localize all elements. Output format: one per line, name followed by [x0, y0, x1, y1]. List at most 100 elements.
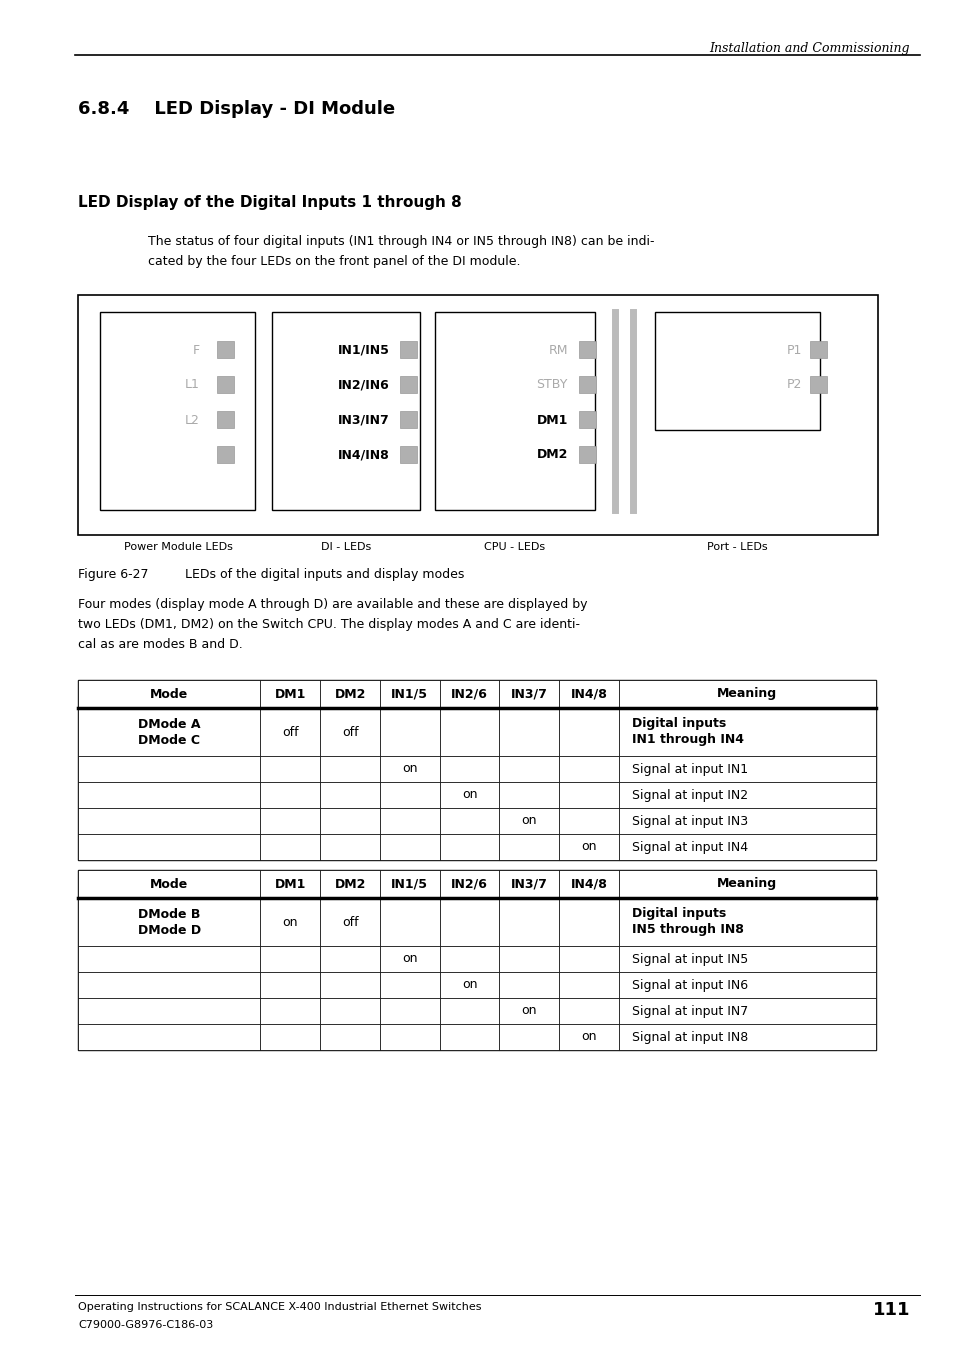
- Text: DM1: DM1: [536, 413, 567, 427]
- Bar: [498, 946, 558, 971]
- Bar: [498, 870, 558, 898]
- Text: cal as are modes B and D.: cal as are modes B and D.: [78, 638, 242, 651]
- Text: IN2/6: IN2/6: [451, 688, 488, 701]
- Text: two LEDs (DM1, DM2) on the Switch CPU. The display modes A and C are identi-: two LEDs (DM1, DM2) on the Switch CPU. T…: [78, 617, 579, 631]
- Bar: [100, 312, 254, 509]
- Bar: [399, 411, 416, 428]
- Bar: [558, 757, 618, 782]
- Text: 111: 111: [872, 1301, 909, 1319]
- Bar: [260, 998, 320, 1024]
- Bar: [379, 808, 439, 834]
- Text: IN3/7: IN3/7: [510, 878, 547, 890]
- Bar: [578, 340, 596, 358]
- Text: C79000-G8976-C186-03: C79000-G8976-C186-03: [78, 1320, 213, 1329]
- Text: on: on: [521, 815, 537, 828]
- Bar: [558, 782, 618, 808]
- Text: LEDs of the digital inputs and display modes: LEDs of the digital inputs and display m…: [185, 567, 464, 581]
- Bar: [439, 757, 498, 782]
- Text: Digital inputs
IN5 through IN8: Digital inputs IN5 through IN8: [631, 908, 742, 936]
- Text: IN4/IN8: IN4/IN8: [338, 449, 390, 462]
- Text: cated by the four LEDs on the front panel of the DI module.: cated by the four LEDs on the front pane…: [148, 255, 520, 267]
- Text: Figure 6-27: Figure 6-27: [78, 567, 149, 581]
- Bar: [618, 834, 875, 861]
- Text: Power Module LEDs: Power Module LEDs: [124, 542, 233, 553]
- Text: L1: L1: [185, 378, 200, 392]
- Bar: [379, 1024, 439, 1050]
- Bar: [379, 782, 439, 808]
- Text: Signal at input IN3: Signal at input IN3: [631, 815, 747, 828]
- Bar: [78, 680, 260, 708]
- Bar: [558, 898, 618, 946]
- Bar: [809, 340, 826, 358]
- Text: Installation and Commissioning: Installation and Commissioning: [709, 42, 909, 55]
- Bar: [439, 946, 498, 971]
- Bar: [558, 946, 618, 971]
- Bar: [78, 834, 260, 861]
- Bar: [78, 998, 260, 1024]
- Bar: [320, 946, 379, 971]
- Text: IN1/5: IN1/5: [391, 688, 428, 701]
- Text: Digital inputs
IN1 through IN4: Digital inputs IN1 through IN4: [631, 717, 743, 747]
- Text: Signal at input IN2: Signal at input IN2: [631, 789, 747, 801]
- Bar: [260, 782, 320, 808]
- Bar: [558, 971, 618, 998]
- Bar: [216, 376, 233, 393]
- Bar: [78, 680, 875, 861]
- Bar: [320, 971, 379, 998]
- Bar: [260, 870, 320, 898]
- Text: Signal at input IN6: Signal at input IN6: [631, 978, 747, 992]
- Text: Signal at input IN4: Signal at input IN4: [631, 840, 747, 854]
- Text: Port - LEDs: Port - LEDs: [706, 542, 766, 553]
- Bar: [379, 708, 439, 757]
- Bar: [260, 757, 320, 782]
- Bar: [399, 340, 416, 358]
- Bar: [78, 971, 260, 998]
- Text: off: off: [341, 916, 358, 928]
- Bar: [260, 971, 320, 998]
- Bar: [618, 680, 875, 708]
- Bar: [618, 946, 875, 971]
- Bar: [320, 998, 379, 1024]
- Bar: [260, 946, 320, 971]
- Text: LED Display of the Digital Inputs 1 through 8: LED Display of the Digital Inputs 1 thro…: [78, 195, 461, 209]
- Bar: [578, 411, 596, 428]
- Bar: [439, 1024, 498, 1050]
- Bar: [78, 870, 875, 1050]
- Bar: [558, 808, 618, 834]
- Text: on: on: [401, 952, 417, 966]
- Bar: [578, 446, 596, 463]
- Bar: [498, 757, 558, 782]
- Bar: [320, 834, 379, 861]
- Text: IN2/IN6: IN2/IN6: [338, 378, 390, 392]
- Bar: [618, 757, 875, 782]
- Text: DM1: DM1: [274, 878, 306, 890]
- Bar: [498, 708, 558, 757]
- Bar: [498, 808, 558, 834]
- Text: IN1/5: IN1/5: [391, 878, 428, 890]
- Bar: [78, 946, 260, 971]
- Bar: [618, 870, 875, 898]
- Text: Signal at input IN5: Signal at input IN5: [631, 952, 747, 966]
- Text: Meaning: Meaning: [717, 878, 777, 890]
- Text: Mode: Mode: [150, 878, 188, 890]
- Text: DMode B
DMode D: DMode B DMode D: [137, 908, 200, 936]
- Bar: [618, 998, 875, 1024]
- Bar: [399, 376, 416, 393]
- Bar: [320, 708, 379, 757]
- Bar: [618, 971, 875, 998]
- Bar: [435, 312, 595, 509]
- Bar: [379, 834, 439, 861]
- Bar: [272, 312, 419, 509]
- Bar: [320, 680, 379, 708]
- Bar: [558, 870, 618, 898]
- Text: CPU - LEDs: CPU - LEDs: [484, 542, 545, 553]
- Bar: [439, 870, 498, 898]
- Text: DI - LEDs: DI - LEDs: [320, 542, 371, 553]
- Bar: [320, 870, 379, 898]
- Text: Four modes (display mode A through D) are available and these are displayed by: Four modes (display mode A through D) ar…: [78, 598, 587, 611]
- Text: on: on: [461, 978, 476, 992]
- Bar: [498, 998, 558, 1024]
- Text: DMode A
DMode C: DMode A DMode C: [138, 717, 200, 747]
- Bar: [498, 782, 558, 808]
- Text: DM2: DM2: [536, 449, 567, 462]
